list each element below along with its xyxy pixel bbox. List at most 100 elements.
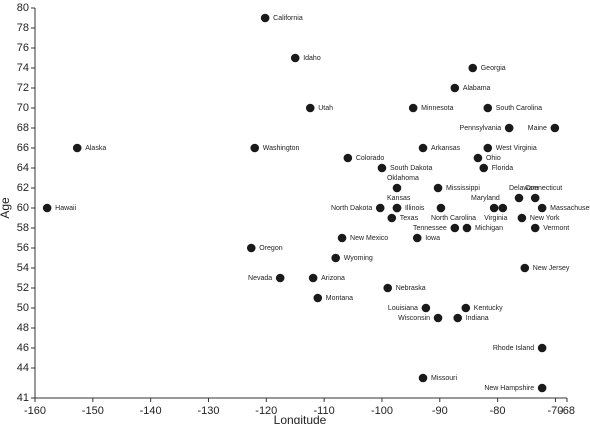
x-tick-label: -110 (314, 405, 335, 417)
point-label: Iowa (425, 235, 440, 242)
y-tick-label: 56 (17, 242, 29, 254)
y-tick-label: 41 (17, 392, 29, 404)
point (453, 313, 463, 323)
y-tick-label: 64 (17, 162, 29, 174)
point-label: Wyoming (344, 255, 373, 262)
point-label: Florida (492, 165, 514, 172)
y-tick-label: 76 (17, 42, 29, 54)
point-label: Montana (326, 295, 353, 302)
point-label: Connecticut (525, 185, 562, 192)
point (418, 373, 428, 383)
x-tick-label: -120 (255, 405, 277, 417)
x-tick-label: -160 (24, 405, 46, 417)
point (514, 193, 524, 203)
point-label: New Jersey (533, 265, 570, 272)
point (421, 303, 431, 313)
point-label: Maryland (471, 195, 500, 202)
x-tick-label: -68 (559, 405, 575, 417)
point (520, 263, 530, 273)
point (530, 223, 540, 233)
y-tick-label: 68 (17, 122, 29, 134)
point-label: Illinois (405, 205, 425, 212)
point (343, 153, 353, 163)
y-tick-label: 50 (17, 302, 29, 314)
point (412, 233, 422, 243)
point-label: South Dakota (390, 165, 433, 172)
point (530, 193, 540, 203)
point (461, 303, 471, 313)
point (250, 143, 260, 153)
point-label: Kentucky (474, 305, 503, 312)
point (290, 53, 300, 63)
point-label: Hawaii (55, 205, 76, 212)
point-label: New Mexico (350, 235, 388, 242)
point (72, 143, 82, 153)
point-label: Kansas (387, 195, 411, 202)
point-label: Idaho (303, 55, 321, 62)
point (450, 83, 460, 93)
point-label: Ohio (486, 155, 501, 162)
point-label: Texas (400, 215, 419, 222)
x-tick-label: -100 (371, 405, 393, 417)
point (498, 203, 508, 213)
y-tick-label: 48 (17, 322, 29, 334)
point-label: West Virginia (496, 145, 537, 152)
point (337, 233, 347, 243)
y-tick-label: 80 (17, 2, 29, 14)
point-label: Arizona (321, 275, 345, 282)
point-label: Michigan (475, 225, 503, 232)
point-label: North Dakota (331, 205, 372, 212)
x-tick-label: -130 (197, 405, 219, 417)
point (537, 203, 547, 213)
point (418, 143, 428, 153)
point (383, 283, 393, 293)
point (517, 213, 527, 223)
point (377, 163, 387, 173)
x-axis-label: Longitude (274, 413, 327, 424)
y-tick-label: 66 (17, 142, 29, 154)
y-tick-label: 44 (17, 362, 29, 374)
point (450, 223, 460, 233)
point (550, 123, 560, 133)
point-label: Tennessee (413, 225, 447, 232)
y-tick-label: 46 (17, 342, 29, 354)
point (275, 273, 285, 283)
point-label: Missouri (431, 375, 458, 382)
y-tick-label: 78 (17, 22, 29, 34)
point-label: Massachusetts (550, 205, 590, 212)
x-tick-label: -70 (547, 405, 563, 417)
point (260, 13, 270, 23)
point-label: Virginia (484, 215, 507, 222)
y-tick-label: 72 (17, 82, 29, 94)
point-label: Nebraska (396, 285, 426, 292)
x-tick-label: -90 (432, 405, 448, 417)
point-label: Arkansas (431, 145, 461, 152)
point-label: Utah (318, 105, 333, 112)
point (537, 343, 547, 353)
point-label: Pennsylvania (460, 125, 502, 132)
point (462, 223, 472, 233)
point-label: Delaware (509, 185, 539, 192)
point-label: Indiana (466, 315, 489, 322)
point (468, 63, 478, 73)
point-label: New York (530, 215, 560, 222)
point-label: Colorado (356, 155, 385, 162)
point (308, 273, 318, 283)
x-tick-label: -80 (490, 405, 506, 417)
point (392, 203, 402, 213)
point-label: Rhode Island (493, 345, 534, 352)
y-tick-label: 54 (17, 262, 29, 274)
point-label: New Hampshire (484, 385, 534, 392)
y-tick-label: 60 (17, 202, 29, 214)
point (473, 153, 483, 163)
y-tick-label: 58 (17, 222, 29, 234)
point (483, 103, 493, 113)
point-label: Mississippi (446, 185, 480, 192)
point (479, 163, 489, 173)
point-label: North Carolina (431, 215, 476, 222)
point (483, 143, 493, 153)
point (436, 203, 446, 213)
point (433, 183, 443, 193)
x-tick-label: -140 (140, 405, 162, 417)
